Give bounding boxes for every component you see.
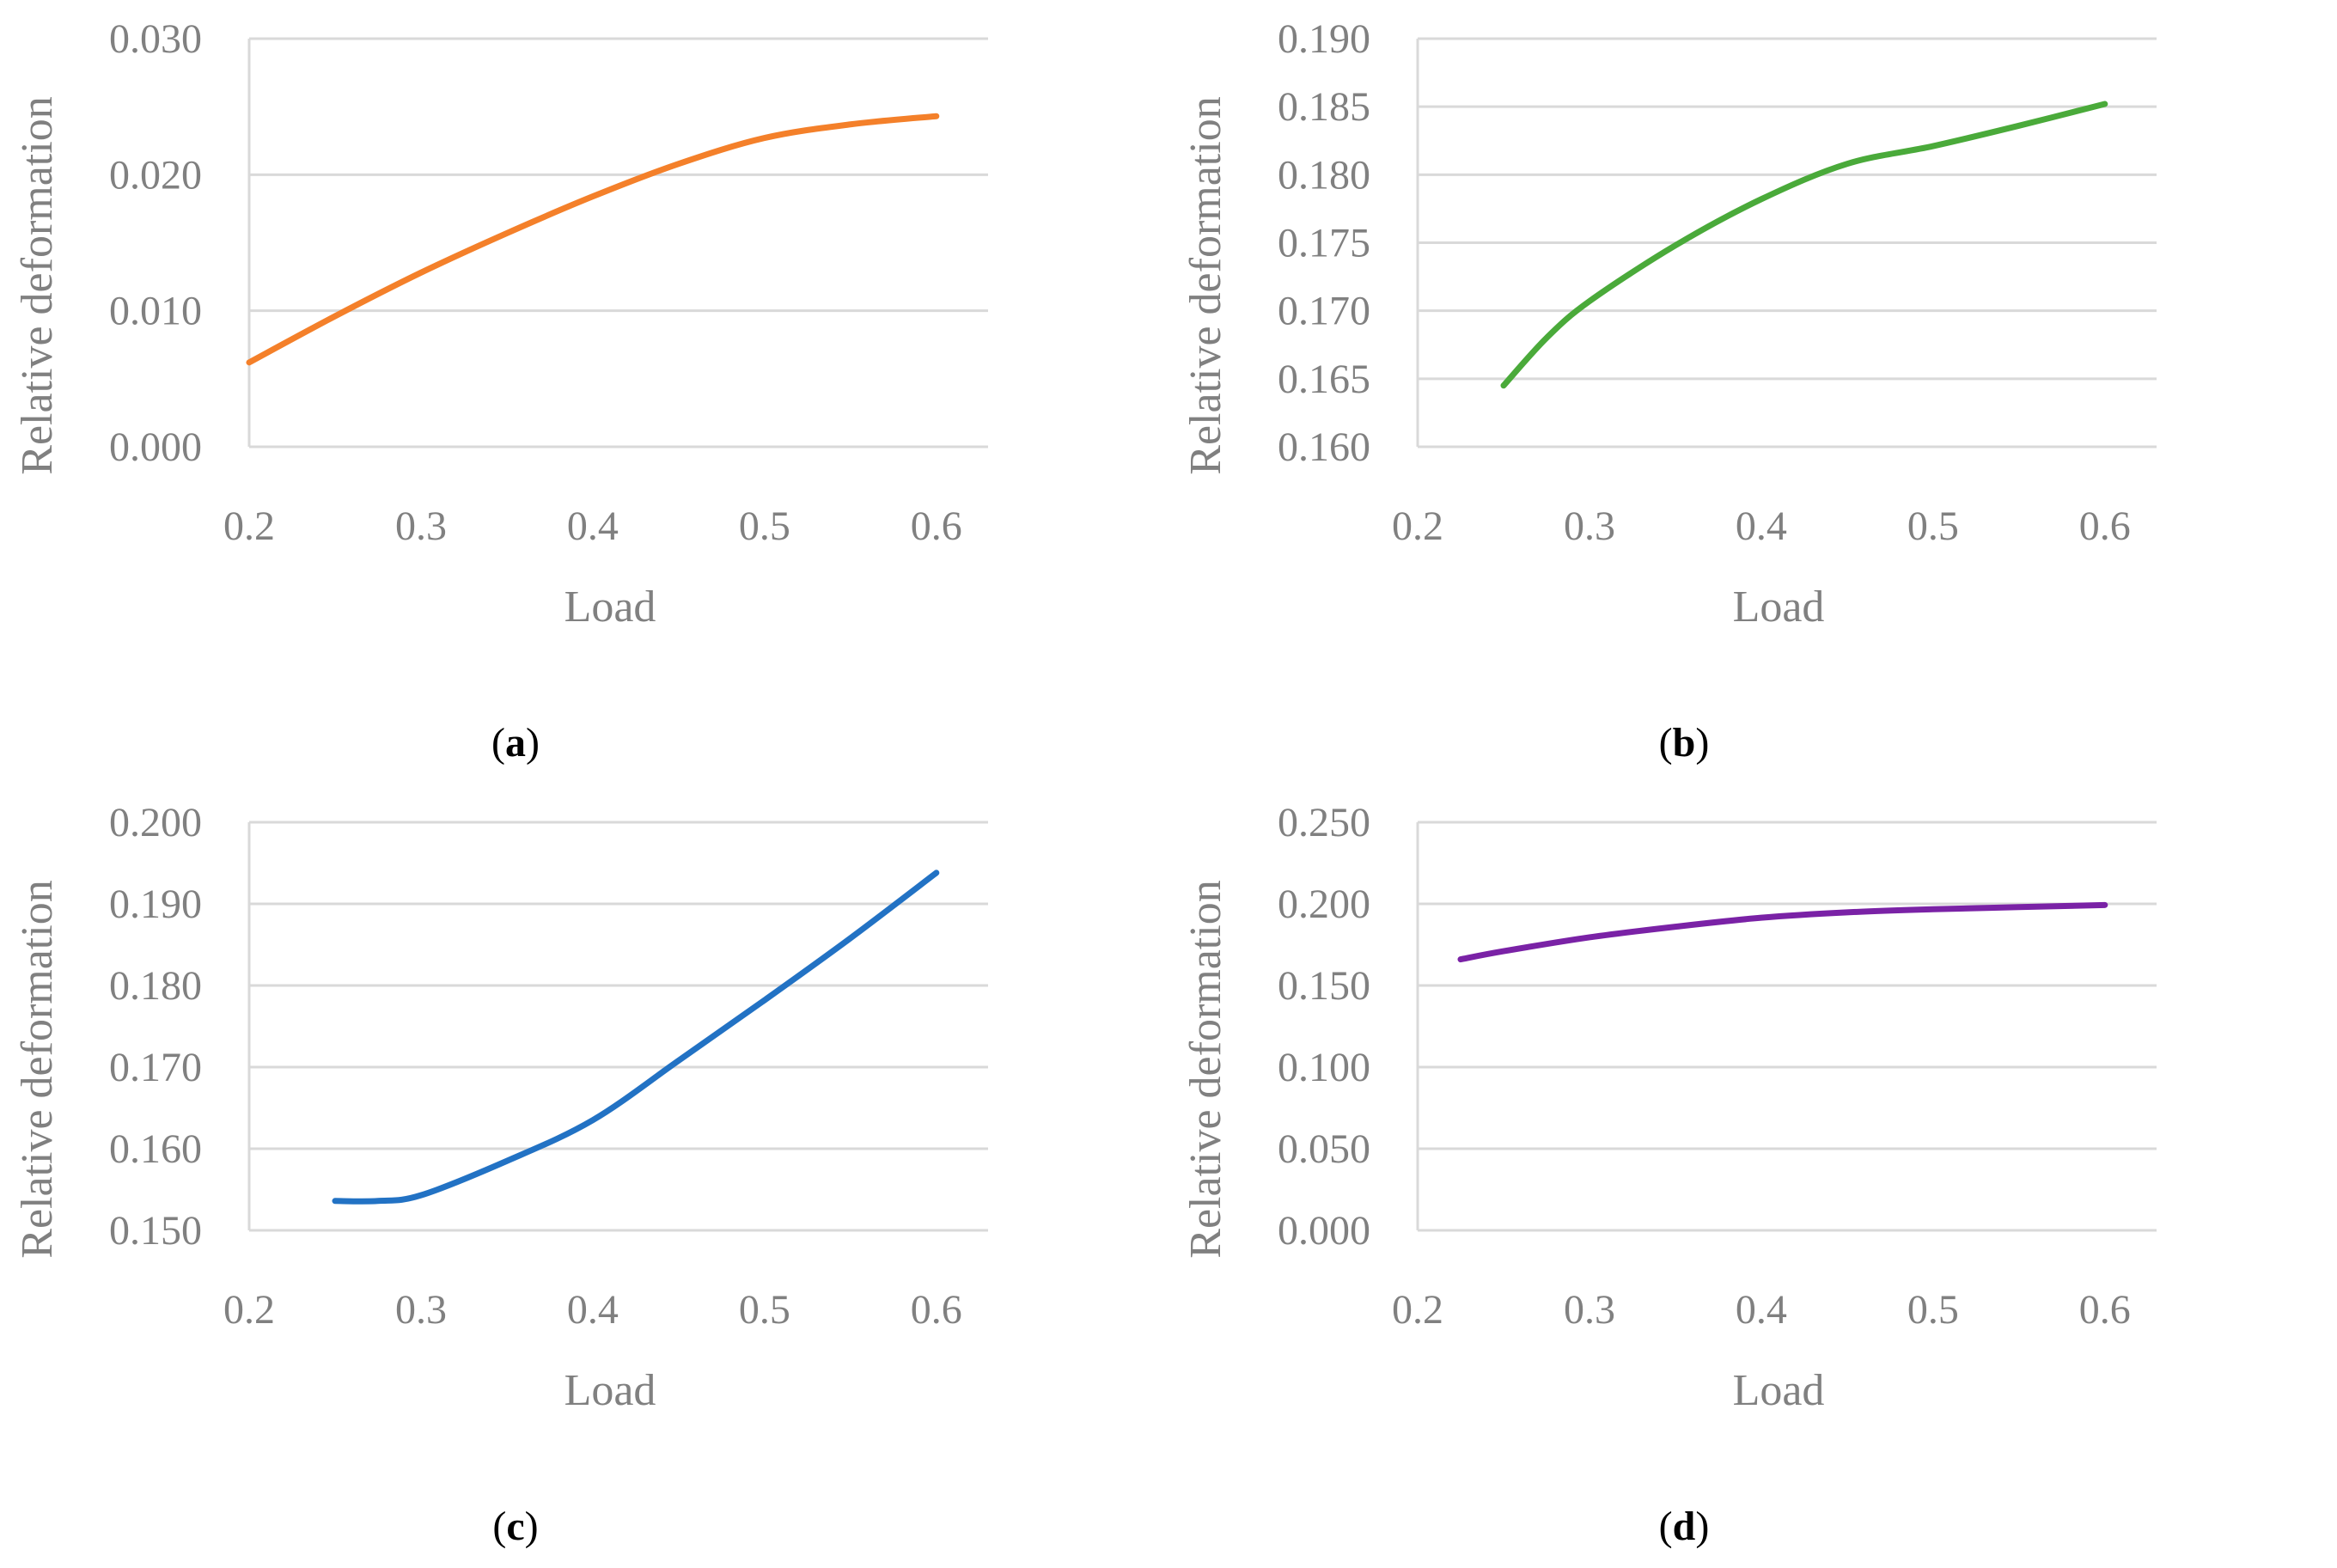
chart-a-series-line (246, 113, 940, 366)
chart-c-y-tick-label: 0.200 (109, 800, 202, 845)
chart-c-series-line (332, 869, 940, 1205)
chart-a-y-tick-label: 0.030 (109, 16, 202, 62)
chart-b-x-tick-label: 0.2 (1392, 503, 1443, 549)
chart-d-y-axis-title: Relative deformation (1181, 880, 1230, 1258)
chart-a-y-tick-label: 0.010 (109, 289, 202, 334)
chart-a-svg: 0.000 0.010 0.020 0.030 0.2 0.3 0.4 0.5 0.6 Load R… (13, 16, 988, 766)
chart-c-caption: (c) (492, 1504, 538, 1549)
chart-a-x-tick-label: 0.6 (911, 503, 962, 549)
chart-c-y-tick-label: 0.160 (109, 1126, 202, 1172)
chart-d-caption: (d) (1659, 1504, 1710, 1549)
chart-c-x-tick-label: 0.6 (911, 1287, 962, 1333)
chart-b-x-axis-title: Load (1733, 583, 1825, 631)
chart-c-x-tick-label: 0.2 (223, 1287, 275, 1333)
chart-a-y-axis-title: Relative deformation (13, 96, 62, 474)
chart-c-caption-letter: c (506, 1504, 524, 1549)
chart-b-y-tick-label: 0.165 (1278, 357, 1370, 402)
chart-d-x-axis-title: Load (1733, 1366, 1825, 1415)
chart-d-x-tick-label: 0.5 (1907, 1287, 1959, 1333)
chart-d-y-tick-label: 0.050 (1278, 1126, 1370, 1172)
chart-d-series-line (1457, 901, 2108, 963)
chart-b-series-line (1500, 101, 2108, 389)
chart-d-y-tick-label: 0.150 (1278, 963, 1370, 1009)
chart-c-x-tick-label: 0.4 (567, 1287, 619, 1333)
chart-d-caption-letter: d (1673, 1504, 1696, 1549)
chart-c-y-tick-label: 0.170 (109, 1045, 202, 1090)
chart-b-x-tick-label: 0.3 (1564, 503, 1615, 549)
chart-c-x-tick-label: 0.5 (739, 1287, 790, 1333)
chart-a-y-tick-label: 0.000 (109, 424, 202, 470)
chart-a-x-tick-label: 0.3 (395, 503, 447, 549)
chart-c-y-tick-label: 0.180 (109, 963, 202, 1009)
chart-b-y-tick-label: 0.160 (1278, 424, 1370, 470)
chart-b-x-tick-label: 0.5 (1907, 503, 1959, 549)
chart-c-y-axis-title: Relative deformation (13, 880, 62, 1258)
chart-a-x-tick-label: 0.4 (567, 503, 619, 549)
chart-d-y-tick-label: 0.250 (1278, 800, 1370, 845)
chart-a-caption: (a) (491, 720, 540, 766)
chart-b-caption-letter: b (1673, 720, 1696, 766)
chart-c-x-axis-title: Load (564, 1366, 656, 1415)
chart-c-y-tick-label: 0.190 (109, 882, 202, 927)
chart-b-y-tick-label: 0.170 (1278, 289, 1370, 334)
chart-b-y-tick-label: 0.190 (1278, 16, 1370, 62)
chart-a-x-tick-label: 0.2 (223, 503, 275, 549)
chart-d-y-tick-label: 0.000 (1278, 1208, 1370, 1254)
chart-b-x-tick-label: 0.4 (1736, 503, 1787, 549)
chart-a-x-axis-title: Load (564, 583, 656, 631)
chart-b-svg: 0.160 0.165 0.170 0.175 0.180 0.185 0.190 0.2 0.… (1181, 16, 2157, 766)
chart-b-y-tick-label: 0.185 (1278, 84, 1370, 130)
chart-d-y-tick-label: 0.100 (1278, 1045, 1370, 1090)
chart-b-caption: (b) (1659, 720, 1710, 766)
chart-panel-c: 0.150 0.160 0.170 0.180 0.190 0.200 0.2 0.3 0.4 0… (0, 784, 1168, 1567)
chart-c-x-tick-label: 0.3 (395, 1287, 447, 1333)
chart-panel-d: 0.000 0.050 0.100 0.150 0.200 0.250 0.2 0.3 0.4 0… (1168, 784, 2337, 1567)
chart-a-y-tick-label: 0.020 (109, 152, 202, 198)
chart-b-y-axis-title: Relative deformation (1181, 96, 1230, 474)
chart-c-y-tick-label: 0.150 (109, 1208, 202, 1254)
chart-b-x-tick-label: 0.6 (2079, 503, 2131, 549)
chart-d-svg: 0.000 0.050 0.100 0.150 0.200 0.250 0.2 0.3 0.4 0… (1181, 800, 2157, 1549)
chart-d-x-tick-label: 0.6 (2079, 1287, 2131, 1333)
chart-d-x-tick-label: 0.2 (1392, 1287, 1443, 1333)
chart-a-x-tick-label: 0.5 (739, 503, 790, 549)
chart-b-y-tick-label: 0.175 (1278, 221, 1370, 266)
chart-a-caption-letter: a (505, 720, 526, 766)
chart-panel-b: 0.160 0.165 0.170 0.175 0.180 0.185 0.190 0.2 0.… (1168, 0, 2337, 784)
chart-b-y-tick-label: 0.180 (1278, 152, 1370, 198)
chart-d-x-tick-label: 0.3 (1564, 1287, 1615, 1333)
chart-panel-a: 0.000 0.010 0.020 0.030 0.2 0.3 0.4 0.5 0.6 Load R… (0, 0, 1168, 784)
chart-c-svg: 0.150 0.160 0.170 0.180 0.190 0.200 0.2 0.3 0.4 0… (13, 800, 988, 1549)
chart-d-x-tick-label: 0.4 (1736, 1287, 1787, 1333)
chart-d-y-tick-label: 0.200 (1278, 882, 1370, 927)
